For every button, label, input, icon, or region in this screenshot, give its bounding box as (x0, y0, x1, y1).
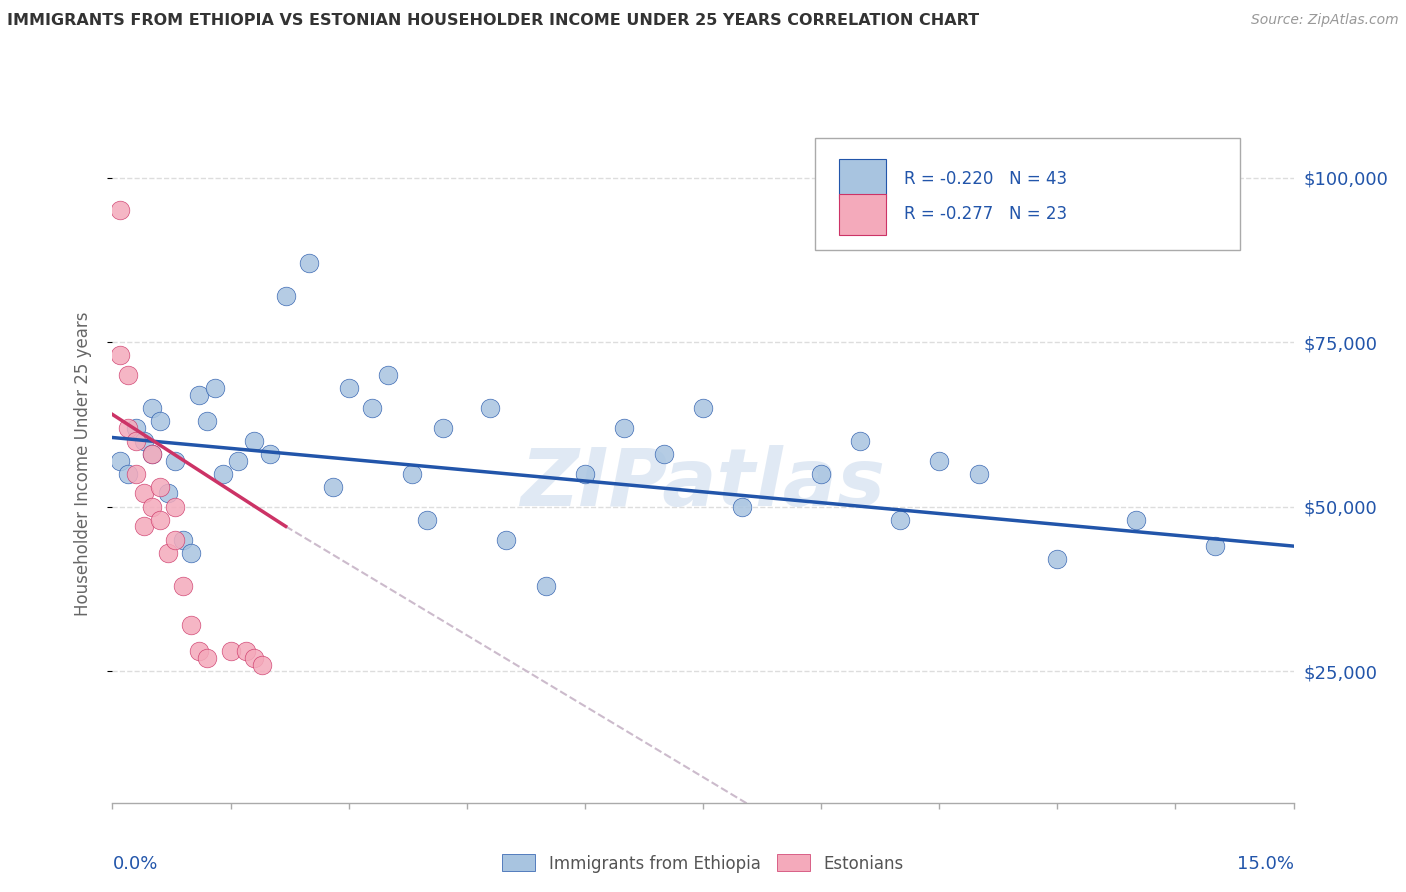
Point (731, 500, 754, 514)
FancyBboxPatch shape (815, 138, 1240, 251)
Point (928, 453, 950, 467)
Point (534, 579, 557, 593)
Point (117, 368, 139, 382)
Point (165, 533, 187, 547)
Point (156, 486, 179, 500)
Point (298, 256, 321, 270)
Point (219, 644, 242, 658)
Point (180, 546, 202, 560)
Point (132, 519, 155, 533)
Text: IMMIGRANTS FROM ETHIOPIA VS ESTONIAN HOUSEHOLDER INCOME UNDER 25 YEARS CORRELATI: IMMIGRANTS FROM ETHIOPIA VS ESTONIAN HOU… (7, 13, 979, 29)
Point (125, 434, 148, 448)
Text: R = -0.220   N = 43: R = -0.220 N = 43 (904, 170, 1067, 188)
Point (149, 513, 172, 527)
Point (141, 500, 163, 514)
Point (574, 467, 596, 481)
FancyBboxPatch shape (839, 194, 886, 235)
Point (250, 657, 273, 672)
Point (172, 579, 194, 593)
Point (110, 348, 132, 362)
Point (235, 644, 257, 658)
Point (401, 467, 423, 481)
Point (889, 513, 911, 527)
Point (110, 453, 132, 467)
Point (322, 480, 344, 494)
Point (1125, 513, 1147, 527)
Legend: Immigrants from Ethiopia, Estonians: Immigrants from Ethiopia, Estonians (495, 847, 911, 880)
Point (188, 644, 211, 658)
Point (274, 289, 297, 303)
Point (1046, 552, 1069, 566)
Text: Source: ZipAtlas.com: Source: ZipAtlas.com (1251, 13, 1399, 28)
Point (141, 447, 163, 461)
Point (141, 447, 163, 461)
Point (361, 401, 384, 415)
Point (195, 651, 218, 665)
Point (149, 480, 172, 494)
Point (117, 467, 139, 481)
Point (165, 453, 187, 467)
Text: 0.0%: 0.0% (112, 855, 157, 873)
Point (132, 434, 155, 448)
Point (195, 414, 218, 428)
Text: R = -0.277   N = 23: R = -0.277 N = 23 (904, 205, 1067, 223)
Y-axis label: Householder Income Under 25 years: Householder Income Under 25 years (73, 311, 91, 616)
Point (156, 546, 179, 560)
Point (204, 381, 226, 395)
Point (810, 467, 832, 481)
Point (243, 434, 266, 448)
Point (243, 651, 266, 665)
Point (416, 513, 439, 527)
Point (110, 203, 132, 218)
Point (132, 486, 155, 500)
Point (377, 368, 399, 382)
Point (613, 420, 636, 434)
Point (172, 533, 194, 547)
Point (125, 467, 148, 481)
Point (125, 420, 148, 434)
Point (432, 420, 454, 434)
Point (259, 447, 281, 461)
Point (141, 401, 163, 415)
Point (849, 434, 872, 448)
Point (1204, 539, 1226, 553)
Point (652, 447, 675, 461)
Point (228, 453, 250, 467)
Point (692, 401, 714, 415)
Point (165, 500, 187, 514)
Point (495, 533, 517, 547)
Point (117, 420, 139, 434)
Point (188, 388, 211, 402)
Point (211, 467, 233, 481)
Point (479, 401, 502, 415)
Text: ZIPatlas: ZIPatlas (520, 445, 886, 524)
Point (967, 467, 990, 481)
Point (180, 618, 202, 632)
FancyBboxPatch shape (839, 159, 886, 200)
Point (149, 414, 172, 428)
Text: 15.0%: 15.0% (1236, 855, 1294, 873)
Point (337, 381, 360, 395)
